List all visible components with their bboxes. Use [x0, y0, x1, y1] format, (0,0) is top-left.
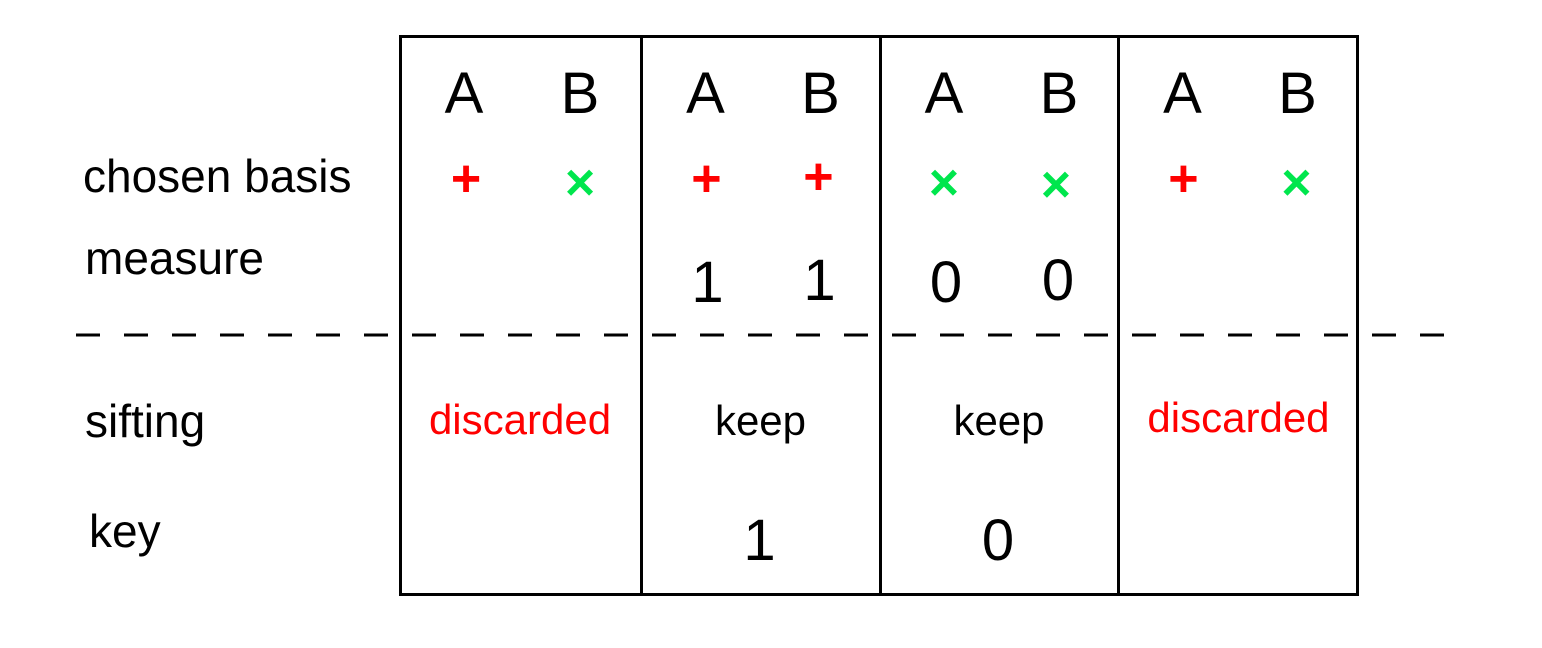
party-a-label: A: [686, 61, 725, 126]
sifting-result: keep: [714, 397, 807, 444]
party-b-label: B: [1278, 61, 1317, 126]
measure-a-value: 1: [691, 250, 724, 315]
party-a-label: A: [924, 61, 964, 126]
basis-a-symbol: +: [450, 150, 482, 208]
row-label-sifting: sifting: [85, 395, 206, 447]
row-label-chosen-basis: chosen basis: [83, 150, 352, 202]
row-label-measure: measure: [85, 232, 264, 284]
basis-b-symbol: ×: [1040, 156, 1072, 214]
sifting-result: discarded: [1147, 394, 1330, 441]
party-b-label: B: [1039, 61, 1079, 126]
party-b-label: B: [801, 61, 840, 126]
basis-a-symbol: +: [691, 150, 722, 208]
measure-b-value: 0: [1041, 248, 1075, 313]
basis-b-symbol: ×: [564, 154, 596, 212]
measure-a-value: 0: [929, 250, 963, 315]
basis-b-symbol: +: [803, 148, 834, 206]
basis-b-symbol: ×: [1281, 154, 1312, 212]
party-b-label: B: [560, 61, 600, 126]
sifting-result: discarded: [428, 396, 612, 443]
basis-a-symbol: +: [1168, 150, 1199, 208]
sifting-result: keep: [953, 397, 1045, 444]
measure-b-value: 1: [803, 248, 836, 313]
bit-column-3: A B × × 0 0 keep 0: [878, 38, 1118, 593]
key-bit: 0: [981, 508, 1015, 573]
bit-column-4: A B + × discarded: [1117, 38, 1356, 593]
basis-a-symbol: ×: [928, 154, 960, 212]
key-bit: 1: [743, 508, 776, 573]
row-label-key: key: [89, 505, 161, 557]
party-a-label: A: [1163, 61, 1202, 126]
bit-column-1: A B + × discarded: [402, 38, 640, 593]
bit-column-2: A B + + 1 1 keep 1: [640, 38, 879, 593]
party-a-label: A: [444, 61, 484, 126]
sifting-grid: A B + × discarded A B + + 1 1 keep 1 A B…: [399, 35, 1359, 596]
